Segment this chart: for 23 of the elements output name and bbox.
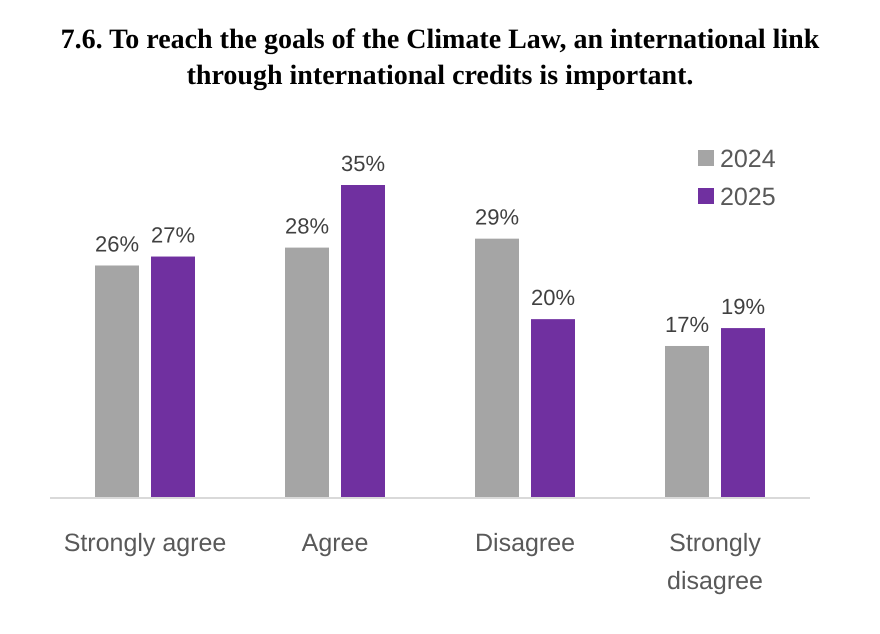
x-tick-label: Agree <box>302 529 368 557</box>
legend-label: 2025 <box>720 183 776 211</box>
x-tick-label: Disagree <box>474 529 576 557</box>
data-label: 35% <box>340 151 386 176</box>
x-tick-label: Strongly disagree <box>667 529 763 595</box>
bar <box>285 248 329 498</box>
data-label: 19% <box>720 294 766 320</box>
data-label: 27% <box>150 222 196 248</box>
data-label: 17% <box>664 312 710 337</box>
bar <box>95 265 139 498</box>
data-label: 20% <box>530 285 576 310</box>
x-tick-label: Strongly agree <box>64 529 226 557</box>
bar <box>665 346 709 498</box>
bar <box>721 328 765 498</box>
bar <box>341 185 385 498</box>
data-label: 26% <box>94 231 140 256</box>
bar <box>531 319 575 498</box>
data-label: 28% <box>284 214 330 239</box>
chart-title: 7.6. To reach the goals of the Climate Law, an international link through international credits is important. <box>60 24 820 91</box>
bar <box>475 238 519 498</box>
legend-label: 2024 <box>720 145 776 173</box>
data-label: 29% <box>474 204 520 230</box>
bar <box>151 256 195 498</box>
